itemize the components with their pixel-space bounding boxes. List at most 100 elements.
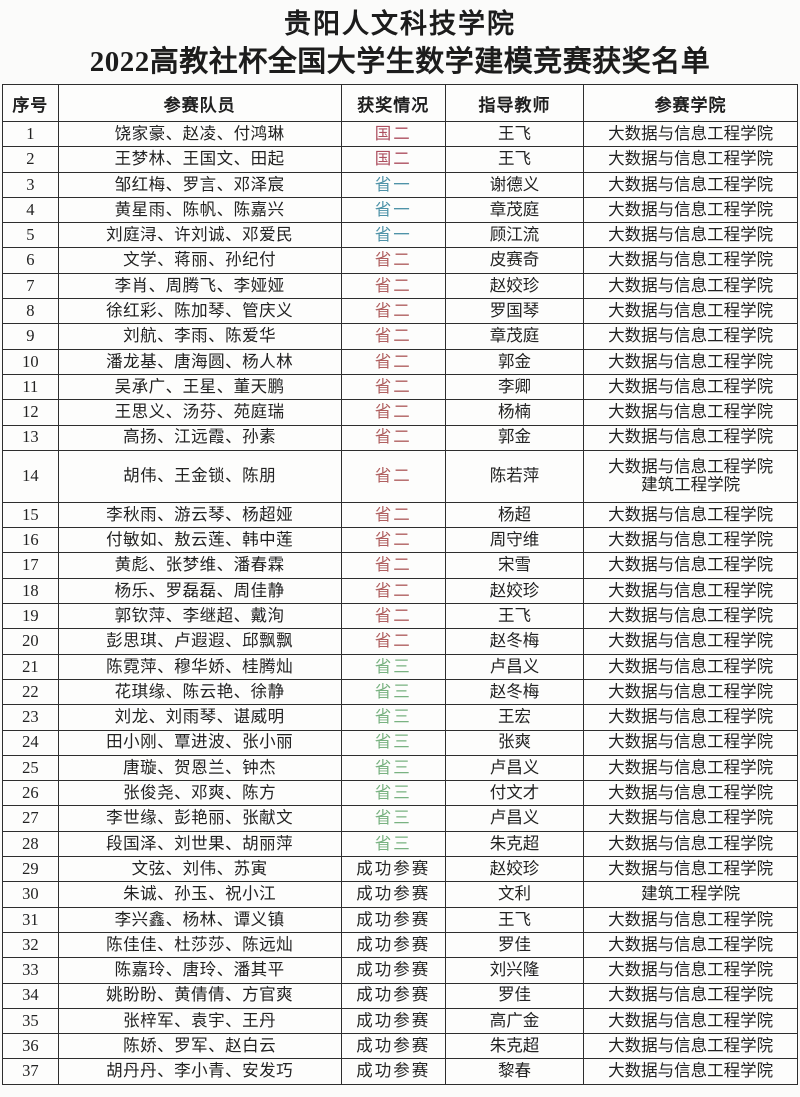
cell-award: 省二 (340, 603, 446, 630)
header-college: 参赛学院 (583, 84, 798, 122)
cell-award: 省二 (340, 272, 446, 300)
table-row: 28 段国泽、刘世果、胡丽萍 省三 朱克超 大数据与信息工程学院 (2, 830, 798, 858)
cell-award: 成功参赛 (340, 931, 446, 959)
cell-no: 11 (2, 373, 59, 401)
cell-college: 大数据与信息工程学院 建筑工程学院 (583, 449, 798, 503)
cell-teacher: 郭金 (444, 424, 585, 451)
table-row: 17 黄彪、张梦维、潘春霖 省二 宋雪 大数据与信息工程学院 (2, 552, 798, 579)
cell-members: 王梦林、王国文、田起 (57, 146, 342, 173)
cell-teacher: 谢德义 (444, 171, 585, 198)
cell-college: 大数据与信息工程学院 (583, 982, 798, 1009)
cell-college: 大数据与信息工程学院 (583, 247, 798, 274)
cell-no: 36 (2, 1033, 59, 1060)
cell-college: 建筑工程学院 (583, 881, 798, 908)
table-row: 19 郭钦萍、李继超、戴洵 省二 王飞 大数据与信息工程学院 (2, 603, 798, 630)
table-row: 16 付敏如、敖云莲、韩中莲 省二 周守维 大数据与信息工程学院 (2, 527, 798, 554)
cell-teacher: 王飞 (444, 906, 585, 933)
cell-teacher: 刘兴隆 (444, 957, 585, 984)
cell-college: 大数据与信息工程学院 (583, 196, 798, 224)
table-row: 25 唐璇、贺恩兰、钟杰 省三 卢昌义 大数据与信息工程学院 (2, 754, 798, 782)
table-row: 4 黄星雨、陈帆、陈嘉兴 省一 章茂庭 大数据与信息工程学院 (2, 196, 798, 224)
cell-college: 大数据与信息工程学院 (583, 373, 798, 401)
table-row: 23 刘龙、刘雨琴、谌威明 省三 王宏 大数据与信息工程学院 (2, 704, 798, 731)
cell-members: 朱诚、孙玉、祝小江 (57, 881, 342, 908)
cell-members: 李秋雨、游云琴、杨超娅 (57, 501, 342, 529)
cell-no: 8 (2, 298, 59, 325)
cell-college: 大数据与信息工程学院 (583, 603, 798, 630)
cell-members: 杨乐、罗磊磊、周佳静 (57, 577, 342, 605)
table-row: 15 李秋雨、游云琴、杨超娅 省二 杨超 大数据与信息工程学院 (2, 501, 798, 529)
table-row: 18 杨乐、罗磊磊、周佳静 省二 赵姣珍 大数据与信息工程学院 (2, 577, 798, 605)
cell-no: 35 (2, 1007, 59, 1035)
cell-college: 大数据与信息工程学院 (583, 171, 798, 198)
cell-teacher: 章茂庭 (444, 196, 585, 224)
cell-award: 成功参赛 (340, 957, 446, 984)
cell-members: 吴承广、王星、董天鹏 (57, 373, 342, 401)
cell-teacher: 赵姣珍 (444, 272, 585, 300)
cell-teacher: 付文才 (444, 780, 585, 807)
table-row: 11 吴承广、王星、董天鹏 省二 李卿 大数据与信息工程学院 (2, 373, 798, 401)
cell-college: 大数据与信息工程学院 (583, 424, 798, 451)
cell-no: 29 (2, 856, 59, 883)
table-row: 3 邹红梅、罗言、邓泽宸 省一 谢德义 大数据与信息工程学院 (2, 171, 798, 198)
cell-members: 刘庭浔、许刘诚、邓爱民 (57, 222, 342, 249)
cell-award: 省二 (340, 399, 446, 426)
cell-teacher: 皮赛奇 (444, 247, 585, 274)
table-row: 21 陈霓萍、穆华娇、桂腾灿 省三 卢昌义 大数据与信息工程学院 (2, 653, 798, 680)
cell-members: 张梓军、袁宇、王丹 (57, 1007, 342, 1035)
cell-college: 大数据与信息工程学院 (583, 653, 798, 680)
cell-teacher: 章茂庭 (444, 323, 585, 350)
cell-no: 23 (2, 704, 59, 731)
cell-teacher: 周守维 (444, 527, 585, 554)
header-row: 序号 参赛队员 获奖情况 指导教师 参赛学院 (2, 84, 798, 122)
cell-teacher: 王飞 (444, 120, 585, 148)
cell-teacher: 王飞 (444, 603, 585, 630)
cell-teacher: 郭金 (444, 348, 585, 375)
page-subtitle: 2022高教社杯全国大学生数学建模竞赛获奖名单 (89, 46, 711, 78)
table-row: 5 刘庭浔、许刘诚、邓爱民 省一 顾江流 大数据与信息工程学院 (2, 222, 798, 249)
header-teacher: 指导教师 (444, 84, 585, 122)
cell-no: 30 (2, 881, 59, 908)
cell-no: 26 (2, 780, 59, 807)
cell-members: 陈佳佳、杜莎莎、陈远灿 (57, 931, 342, 959)
cell-no: 4 (2, 196, 59, 224)
cell-college: 大数据与信息工程学院 (583, 957, 798, 984)
cell-college: 大数据与信息工程学院 (583, 704, 798, 731)
cell-members: 付敏如、敖云莲、韩中莲 (57, 527, 342, 554)
cell-teacher: 卢昌义 (444, 653, 585, 680)
table-row: 36 陈娇、罗军、赵白云 成功参赛 朱克超 大数据与信息工程学院 (2, 1033, 798, 1060)
cell-award: 成功参赛 (340, 1033, 446, 1060)
page-title: 贵阳人文科技学院 (284, 9, 516, 39)
cell-award: 成功参赛 (340, 1058, 446, 1085)
table-row: 14 胡伟、王金锁、陈朋 省二 陈若萍 大数据与信息工程学院 建筑工程学院 (2, 449, 798, 503)
cell-teacher: 杨楠 (444, 399, 585, 426)
table-row: 27 李世缘、彭艳丽、张献文 省三 卢昌义 大数据与信息工程学院 (2, 805, 798, 832)
table-row: 35 张梓军、袁宇、王丹 成功参赛 高广金 大数据与信息工程学院 (2, 1007, 798, 1035)
cell-members: 姚盼盼、黄倩倩、方官爽 (57, 982, 342, 1009)
table-row: 6 文学、蒋丽、孙纪付 省二 皮赛奇 大数据与信息工程学院 (2, 247, 798, 274)
cell-no: 12 (2, 399, 59, 426)
cell-members: 饶家豪、赵凌、付鸿琳 (57, 120, 342, 148)
cell-no: 22 (2, 678, 59, 706)
cell-award: 省二 (340, 552, 446, 579)
cell-teacher: 卢昌义 (444, 805, 585, 832)
table-row: 2 王梦林、王国文、田起 国二 王飞 大数据与信息工程学院 (2, 146, 798, 173)
cell-members: 张俊尧、邓爽、陈方 (57, 780, 342, 807)
cell-award: 省二 (340, 449, 446, 503)
cell-no: 9 (2, 323, 59, 350)
header-members: 参赛队员 (57, 84, 342, 122)
cell-college: 大数据与信息工程学院 (583, 754, 798, 782)
cell-teacher: 黎春 (444, 1058, 585, 1085)
cell-college: 大数据与信息工程学院 (583, 805, 798, 832)
cell-award: 国二 (340, 120, 446, 148)
table-row: 30 朱诚、孙玉、祝小江 成功参赛 文利 建筑工程学院 (2, 881, 798, 908)
cell-no: 27 (2, 805, 59, 832)
cell-teacher: 文利 (444, 881, 585, 908)
cell-teacher: 宋雪 (444, 552, 585, 579)
cell-members: 唐璇、贺恩兰、钟杰 (57, 754, 342, 782)
cell-award: 省一 (340, 171, 446, 198)
cell-teacher: 赵冬梅 (444, 678, 585, 706)
cell-members: 刘航、李雨、陈爱华 (57, 323, 342, 350)
table-row: 9 刘航、李雨、陈爱华 省二 章茂庭 大数据与信息工程学院 (2, 323, 798, 350)
